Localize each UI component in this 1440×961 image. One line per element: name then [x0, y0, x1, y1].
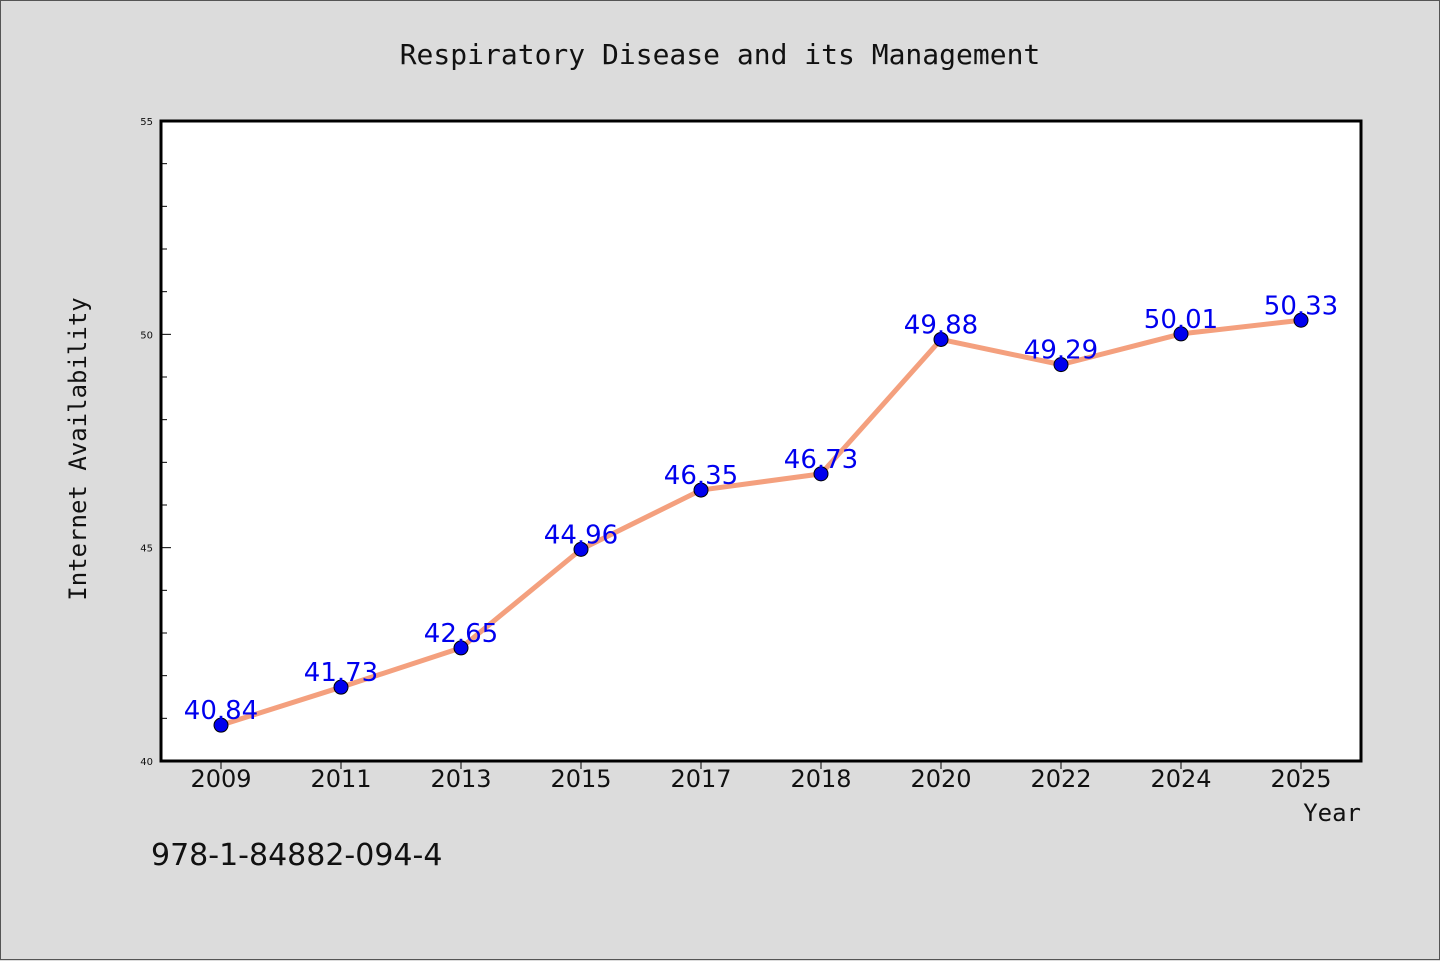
- data-label: 42.65: [424, 619, 498, 649]
- x-tick-label: 2013: [430, 765, 491, 793]
- data-label: 41.73: [304, 658, 378, 688]
- x-tick-label: 2022: [1030, 765, 1091, 793]
- data-labels: 40.84 41.73 42.65 44.96 46.35 46.73 49.88 49.29…: [184, 291, 1338, 726]
- x-tick-label: 2024: [1150, 765, 1211, 793]
- x-tick-label: 2017: [670, 765, 731, 793]
- data-label: 44.96: [544, 520, 618, 550]
- x-tick-label: 2009: [190, 765, 251, 793]
- data-label: 40.84: [184, 696, 258, 726]
- y-axis-label: Internet Availability: [64, 297, 92, 600]
- y-tick-label: 55: [140, 117, 153, 128]
- y-tick-label: 40: [140, 757, 153, 768]
- y-tick-label: 50: [140, 330, 153, 341]
- data-point-marker: [213, 717, 229, 733]
- plot-area: [159, 119, 1363, 763]
- x-axis: 2009 2011 2013 2015 2017 2018 2020 2022 2024 2025: [190, 761, 1332, 793]
- data-point-marker: [453, 640, 469, 656]
- series-polyline: [218, 317, 1304, 728]
- data-point-marker: [1053, 357, 1069, 373]
- data-point-marker: [693, 482, 709, 498]
- x-axis-label: Year: [1303, 799, 1361, 827]
- x-tick-label: 2020: [910, 765, 971, 793]
- series-markers: [213, 312, 1309, 733]
- data-label: 46.35: [664, 461, 738, 491]
- x-tick-label: 2015: [550, 765, 611, 793]
- series-line: [218, 317, 1304, 728]
- data-point-marker: [933, 331, 949, 347]
- data-label: 46.73: [784, 445, 858, 475]
- data-label: 50.01: [1144, 305, 1218, 335]
- data-label: 50.33: [1264, 291, 1338, 321]
- y-tick-label: 45: [140, 544, 153, 555]
- isbn-footer-text: 978-1-84882-094-4: [151, 838, 442, 873]
- data-point-marker: [333, 679, 349, 695]
- y-axis: 40 45 50 55: [140, 117, 171, 768]
- data-label: 49.88: [904, 310, 978, 340]
- data-point-marker: [573, 541, 589, 557]
- data-point-marker: [1173, 326, 1189, 342]
- data-label: 49.29: [1024, 336, 1098, 366]
- chart-title: Respiratory Disease and its Management: [400, 38, 1041, 71]
- x-tick-label: 2018: [790, 765, 851, 793]
- x-tick-label: 2011: [310, 765, 371, 793]
- data-point-marker: [813, 466, 829, 482]
- data-point-marker: [1293, 312, 1309, 328]
- x-tick-label: 2025: [1270, 765, 1331, 793]
